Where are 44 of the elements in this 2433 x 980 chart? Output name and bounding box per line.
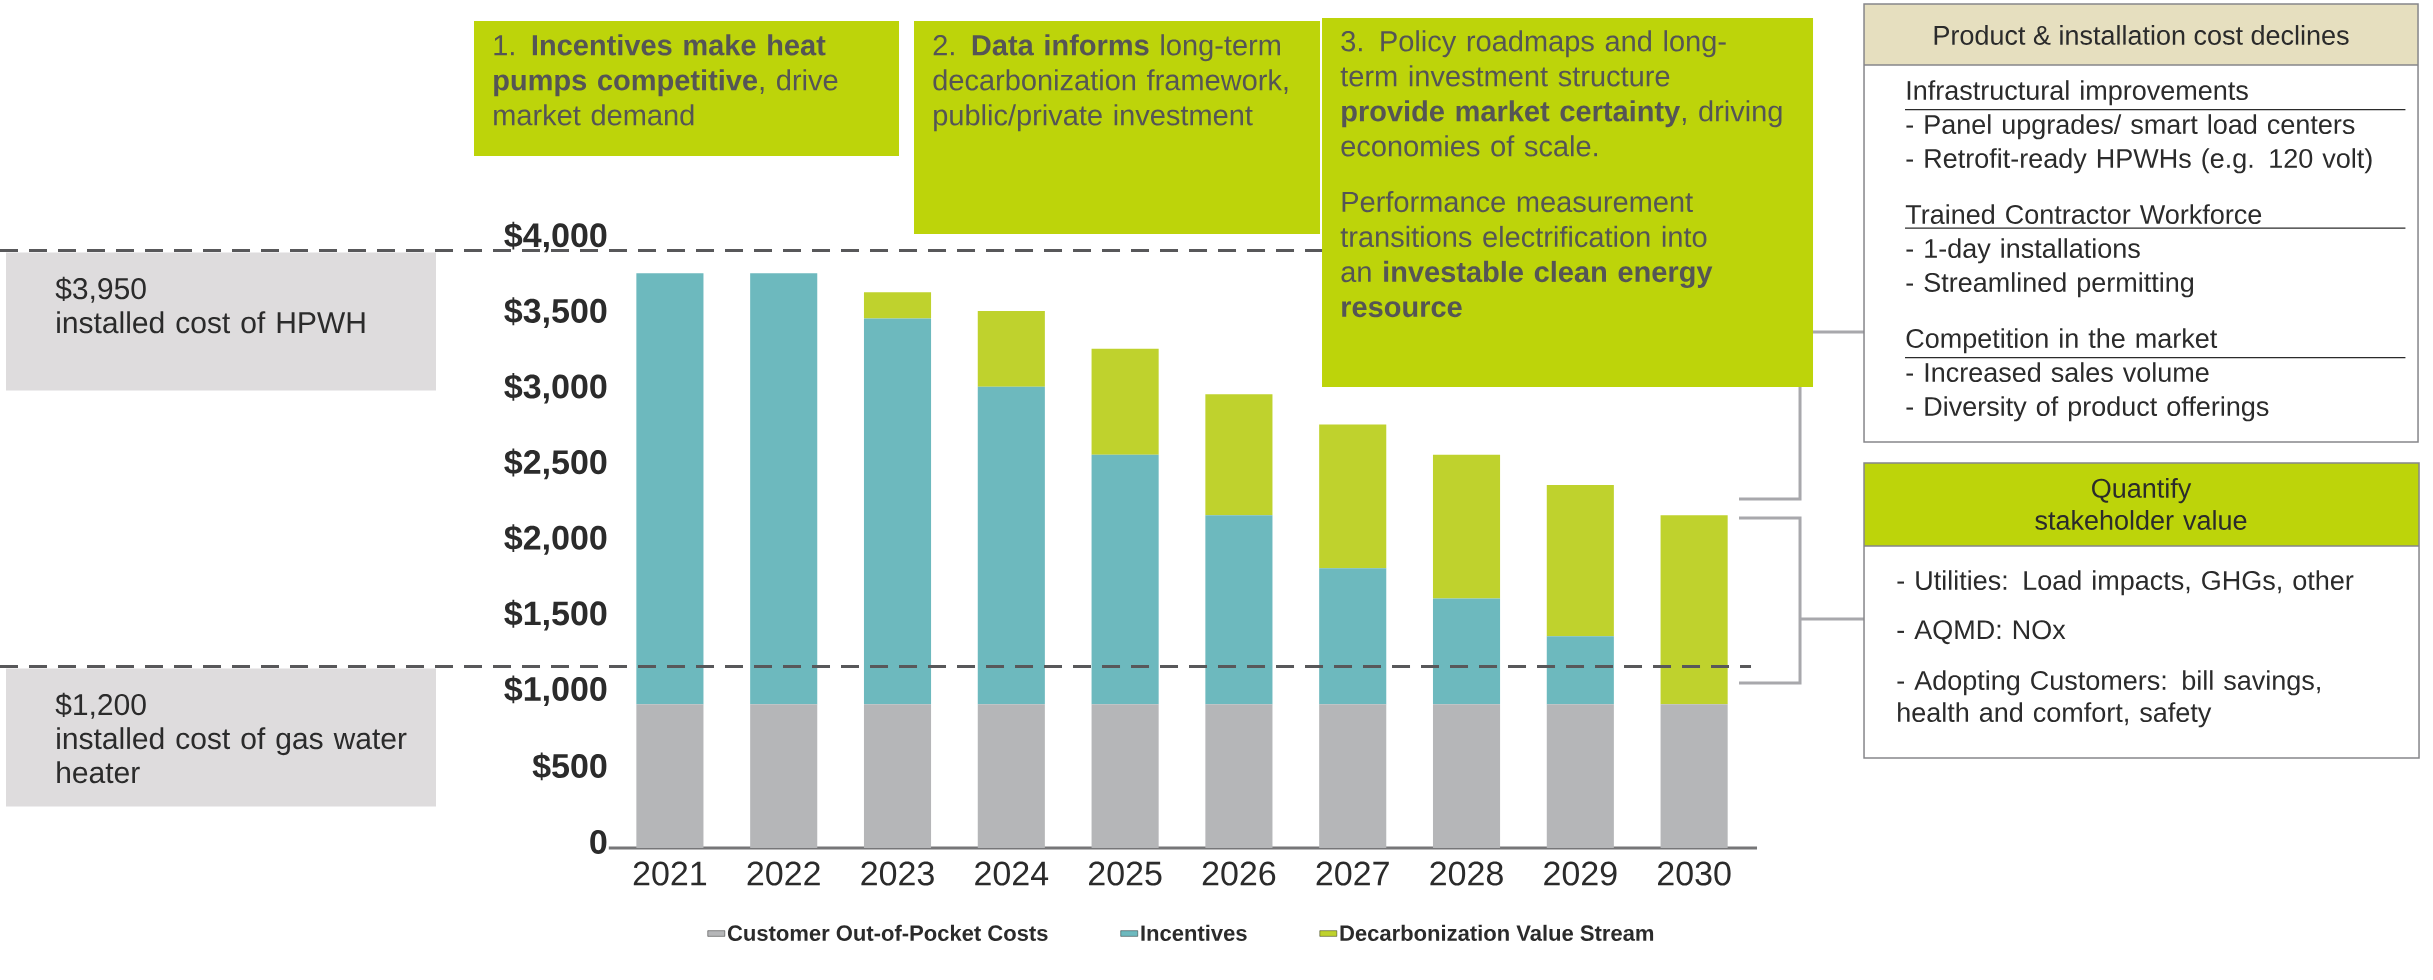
legend-label: Decarbonization Value Stream <box>1340 924 1654 941</box>
text: - 1-day installations <box>1906 238 2140 264</box>
text: - Streamlined permitting <box>1906 272 2194 298</box>
x-tick-label: 2023 <box>861 861 934 886</box>
legend-label: Incentives <box>1141 924 1247 941</box>
text: Infrastructural improvements <box>1907 80 2248 106</box>
y-tick-label: $4,000 <box>504 221 607 253</box>
y-tick-label: $2,000 <box>504 524 607 555</box>
text: - Retrofit-ready HPWHs (e.g. 120 volt) <box>1906 148 2372 174</box>
y-tick-label: $1,000 <box>504 675 607 706</box>
text: Quantify stakeholder value <box>2035 478 2247 530</box>
legend-label: Customer Out-of-Pocket Costs <box>727 924 1048 941</box>
x-tick-label: 2022 <box>747 861 820 886</box>
text: - Utilities: Load impacts, GHGs, other <box>1897 570 2354 596</box>
y-tick-label: $3,000 <box>504 373 607 404</box>
y-tick-label: 0 <box>590 829 607 855</box>
text: - Adopting Customers: bill savings, health and comfort, safety <box>1897 670 2320 728</box>
text: Competition in the market <box>1906 328 2218 354</box>
x-tick-label: 2024 <box>975 861 1049 886</box>
x-tick-label: 2030 <box>1658 861 1731 886</box>
annotation: Performance measurement transitions electrification into an investable clean energy resource <box>1340 190 1713 318</box>
text: - Panel upgrades/ smart load centers <box>1906 114 2355 140</box>
text: installed cost of HPWH <box>57 311 365 334</box>
text: 3. Policy roadmaps and long-term investment structure provide market certainty, driving economies of scale. <box>1340 30 1782 157</box>
x-tick-label: 2029 <box>1544 861 1617 886</box>
text: 2. Data informs long-term decarbonization framework, public/private investment <box>933 34 1288 132</box>
text: - Increased sales volume <box>1906 362 2209 383</box>
y-tick-label: $1,500 <box>504 599 607 631</box>
ref-line-label: $3,950 <box>55 276 146 303</box>
y-tick-label: $500 <box>532 752 607 781</box>
text: installed cost of gas water heater <box>57 727 407 784</box>
x-tick-label: 2027 <box>1316 861 1389 886</box>
text: - Diversity of product offerings <box>1906 396 2269 422</box>
text: Trained Contractor Workforce <box>1905 204 2262 225</box>
text: Product & installation cost declines <box>1934 25 2349 45</box>
x-tick-label: 2021 <box>633 861 707 886</box>
ref-line-label: $1,200 <box>55 692 146 719</box>
text: 1. Incentives make heat pumps competitive, drive market demand <box>494 34 838 126</box>
x-tick-label: 2025 <box>1089 861 1162 886</box>
y-tick-label: $2,500 <box>504 448 607 480</box>
x-tick-label: 2028 <box>1430 861 1503 886</box>
y-tick-label: $3,500 <box>504 297 607 328</box>
text: - AQMD: NOx <box>1897 620 2066 645</box>
x-tick-label: 2026 <box>1202 861 1276 886</box>
